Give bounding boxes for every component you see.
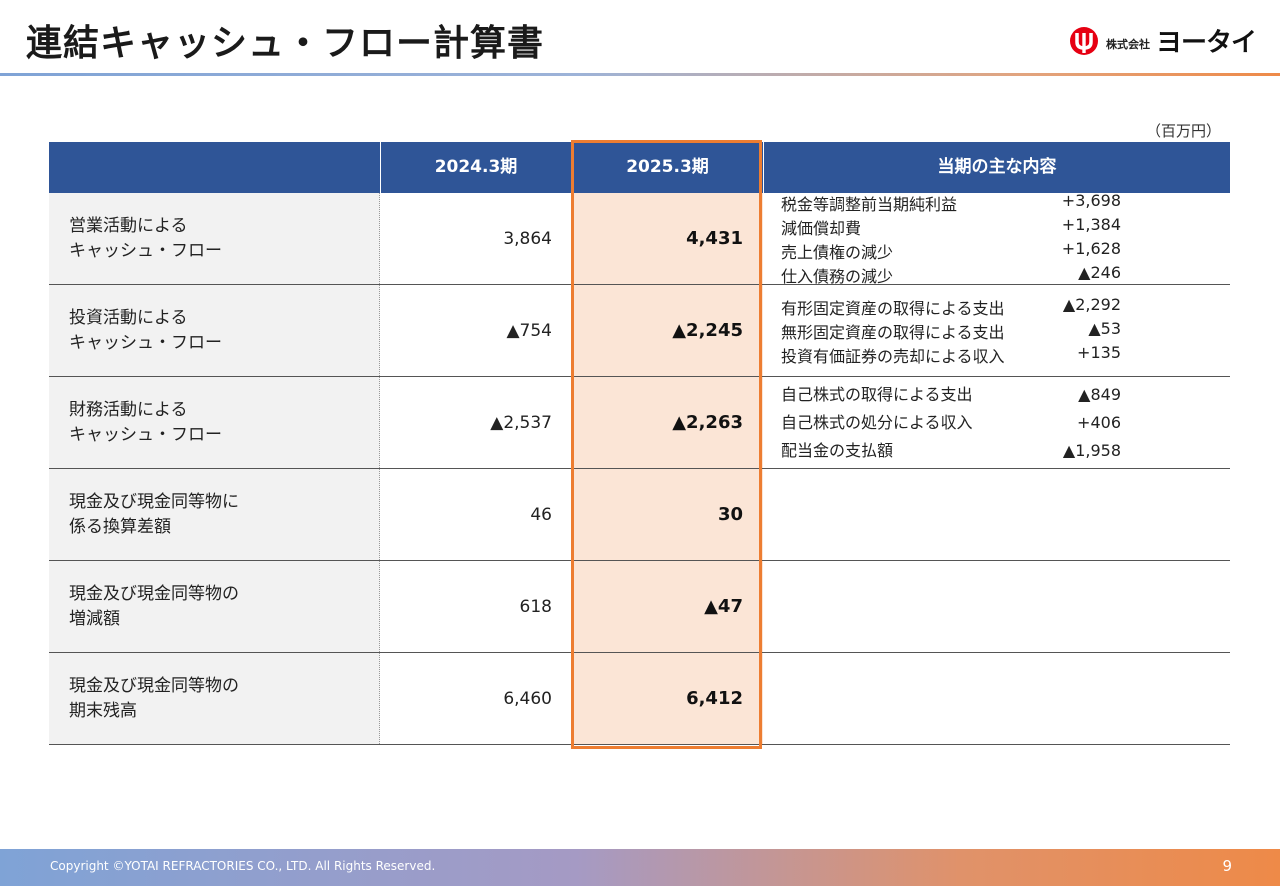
- detail-list: 税金等調整前当期純利益 +3,698 減価償却費 +1,384 売上債権の減少 +1,…: [781, 191, 1121, 287]
- table-row: 現金及び現金同等物の 期末残高 6,460 6,412: [49, 653, 1230, 745]
- header-separator: [571, 142, 572, 193]
- value-2025: ▲2,263: [572, 377, 763, 468]
- row-label-line: 現金及び現金同等物の: [69, 675, 239, 696]
- detail-value: +135: [1077, 342, 1121, 362]
- detail-text: 自己株式の処分による収入: [781, 412, 973, 432]
- row-label-line: キャッシュ・フロー: [69, 332, 222, 353]
- row-label: 現金及び現金同等物の 期末残高: [49, 653, 380, 744]
- table-row: 投資活動による キャッシュ・フロー ▲754 ▲2,245 有形固定資産の取得に…: [49, 285, 1230, 377]
- detail-item: 自己株式の処分による収入 +406: [781, 409, 1121, 437]
- table-row: 現金及び現金同等物に 係る換算差額 46 30: [49, 469, 1230, 561]
- header-separator: [380, 142, 381, 193]
- row-label: 財務活動による キャッシュ・フロー: [49, 377, 380, 468]
- value-2025: ▲47: [572, 561, 763, 652]
- value-2025: 30: [572, 469, 763, 560]
- value-2024: 46: [530, 504, 552, 525]
- row-label: 現金及び現金同等物に 係る換算差額: [49, 469, 380, 560]
- detail-text: 無形固定資産の取得による支出: [781, 322, 1005, 342]
- row-label-line: 増減額: [69, 608, 120, 629]
- detail-value: ▲2,292: [1062, 294, 1121, 314]
- row-label-line: 現金及び現金同等物の: [69, 583, 239, 604]
- header-divider: [0, 73, 1280, 76]
- row-label-line: キャッシュ・フロー: [69, 424, 222, 445]
- value-2024: 618: [519, 596, 552, 617]
- logo-company-type: 株式会社: [1105, 37, 1150, 51]
- page-title: 連結キャッシュ・フロー計算書: [26, 23, 545, 64]
- value-2024: ▲754: [506, 320, 552, 341]
- detail-value: +406: [1077, 412, 1121, 432]
- detail-item: 配当金の支払額 ▲1,958: [781, 437, 1121, 465]
- detail-item: 投資有価証券の売却による収入 +135: [781, 343, 1121, 367]
- header-separator: [763, 142, 764, 193]
- row-label-line: キャッシュ・フロー: [69, 240, 222, 261]
- detail-item: 有形固定資産の取得による支出 ▲2,292: [781, 295, 1121, 319]
- row-label-line: 係る換算差額: [69, 516, 171, 537]
- detail-list: 自己株式の取得による支出 ▲849 自己株式の処分による収入 +406 配当金の支払…: [781, 377, 1121, 468]
- table-row: 財務活動による キャッシュ・フロー ▲2,537 ▲2,263 自己株式の取得に…: [49, 377, 1230, 469]
- detail-item: 減価償却費 +1,384: [781, 215, 1121, 239]
- detail-value: ▲246: [1078, 262, 1121, 282]
- detail-text: 税金等調整前当期純利益: [781, 194, 958, 214]
- page-number: 9: [1222, 857, 1232, 875]
- detail-value: +1,628: [1061, 238, 1121, 258]
- value-2024: 3,864: [503, 228, 552, 249]
- value-2025: ▲2,245: [572, 285, 763, 376]
- detail-text: 自己株式の取得による支出: [781, 384, 973, 404]
- row-label: 営業活動による キャッシュ・フロー: [49, 193, 380, 284]
- column-header-details: 当期の主な内容: [937, 157, 1057, 177]
- row-label-line: 財務活動による: [69, 399, 188, 420]
- value-2025: 6,412: [572, 653, 763, 744]
- logo-company-name: ヨータイ: [1155, 28, 1257, 58]
- detail-value: ▲1,958: [1062, 440, 1121, 460]
- table-row: 営業活動による キャッシュ・フロー 3,864 4,431 税金等調整前当期純利…: [49, 191, 1230, 287]
- footer-bar: Copyright ©YOTAI REFRACTORIES CO., LTD. …: [0, 849, 1280, 886]
- detail-item: 税金等調整前当期純利益 +3,698: [781, 191, 1121, 215]
- detail-value: ▲53: [1088, 318, 1121, 338]
- row-label-line: 投資活動による: [69, 307, 188, 328]
- table-header: 2024.3期 2025.3期 当期の主な内容: [49, 142, 1230, 193]
- row-label: 投資活動による キャッシュ・フロー: [49, 285, 380, 376]
- row-label: 現金及び現金同等物の 増減額: [49, 561, 380, 652]
- column-header-2025: 2025.3期: [626, 157, 709, 177]
- detail-text: 投資有価証券の売却による収入: [781, 346, 1005, 366]
- detail-item: 売上債権の減少 +1,628: [781, 239, 1121, 263]
- unit-label: （百万円）: [1146, 122, 1222, 140]
- detail-text: 仕入債務の減少: [781, 266, 894, 286]
- detail-value: +3,698: [1061, 190, 1121, 210]
- company-logo: 株式会社 ヨータイ: [1068, 22, 1257, 59]
- detail-item: 仕入債務の減少 ▲246: [781, 263, 1121, 287]
- detail-text: 有形固定資産の取得による支出: [781, 298, 1005, 318]
- yotai-logo-icon: [1069, 26, 1098, 55]
- row-label-line: 営業活動による: [69, 215, 188, 236]
- row-label-line: 現金及び現金同等物に: [69, 491, 239, 512]
- detail-text: 配当金の支払額: [781, 440, 894, 460]
- table-row: 現金及び現金同等物の 増減額 618 ▲47: [49, 561, 1230, 653]
- detail-item: 無形固定資産の取得による支出 ▲53: [781, 319, 1121, 343]
- row-label-line: 期末残高: [69, 700, 137, 721]
- detail-item: 自己株式の取得による支出 ▲849: [781, 381, 1121, 409]
- detail-list: 有形固定資産の取得による支出 ▲2,292 無形固定資産の取得による支出 ▲53 投…: [781, 285, 1121, 376]
- copyright-text: Copyright ©YOTAI REFRACTORIES CO., LTD. …: [50, 859, 436, 873]
- value-2024: 6,460: [503, 688, 552, 709]
- detail-text: 売上債権の減少: [781, 242, 894, 262]
- column-header-2024: 2024.3期: [434, 157, 518, 177]
- value-2024: ▲2,537: [490, 412, 552, 433]
- detail-text: 減価償却費: [781, 218, 862, 238]
- detail-value: +1,384: [1061, 214, 1121, 234]
- value-2025: 4,431: [572, 193, 763, 284]
- detail-value: ▲849: [1078, 384, 1121, 404]
